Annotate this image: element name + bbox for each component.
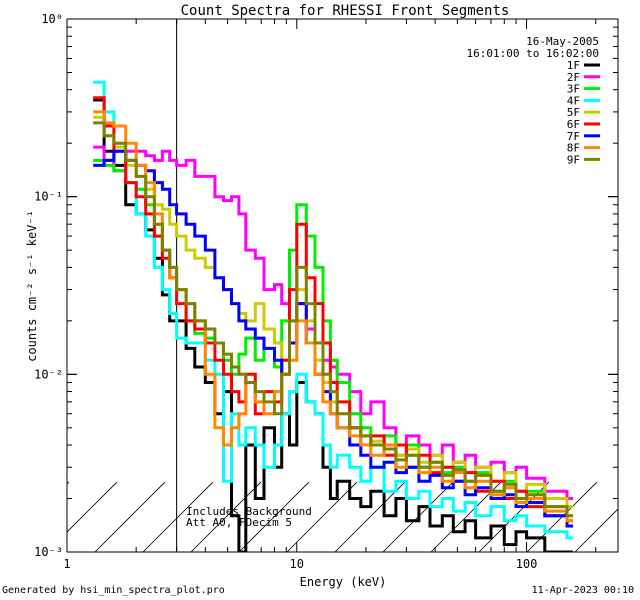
series-line-2F — [93, 145, 573, 500]
hatch-line — [0, 19, 292, 552]
hatch-line — [623, 19, 640, 552]
y-tick-label: 10⁻¹ — [34, 190, 63, 204]
date-label: 16-May-2005 — [526, 35, 599, 48]
legend-label-5F: 5F — [567, 106, 580, 119]
legend-label-6F: 6F — [567, 118, 580, 131]
annotation-attenuator: Att A0, FDecim 5 — [186, 516, 292, 529]
x-tick-label: 1 — [63, 557, 70, 571]
axis-ticks: 1 10 100 10⁰ 10⁻¹ 10⁻² 10⁻³ — [34, 12, 618, 571]
hatch-line — [0, 19, 100, 552]
legend-label-1F: 1F — [567, 59, 580, 72]
y-tick-label: 10⁻³ — [34, 545, 63, 559]
annotation-background: Includes Background — [186, 505, 312, 518]
x-axis-label: Energy (keV) — [300, 575, 387, 589]
x-tick-label: 100 — [516, 557, 538, 571]
series-line-1F — [93, 98, 573, 552]
series-line-7F — [93, 149, 573, 528]
y-tick-label: 10⁻² — [34, 367, 63, 381]
series-line-5F — [93, 115, 573, 509]
legend-label-2F: 2F — [567, 71, 580, 84]
legend-label-8F: 8F — [567, 142, 580, 155]
series-layer — [93, 80, 573, 552]
legend-label-7F: 7F — [567, 130, 580, 143]
legend-label-9F: 9F — [567, 153, 580, 166]
series-line-4F — [93, 80, 573, 540]
time-range-label: 16:01:00 to 16:02:00 — [467, 47, 599, 60]
y-axis-label: counts cm⁻² s⁻¹ keV⁻¹ — [25, 210, 39, 362]
plot-frame — [66, 18, 619, 553]
chart-title: Count Spectra for RHESSI Front Segments — [181, 3, 510, 19]
legend-label-4F: 4F — [567, 94, 580, 107]
hatch-line — [143, 19, 640, 552]
timestamp-label: 11-Apr-2023 00:10 — [531, 585, 634, 596]
y-tick-label: 10⁰ — [41, 12, 63, 26]
hatch-line — [0, 19, 484, 552]
series-line-8F — [93, 110, 573, 523]
series-line-6F — [93, 96, 573, 523]
hatch-line — [527, 19, 640, 552]
series-line-9F — [93, 121, 573, 518]
legend-label-3F: 3F — [567, 83, 580, 96]
hatch-line — [0, 19, 148, 552]
generated-by-label: Generated by hsi_min_spectra_plot.pro — [2, 585, 225, 596]
x-tick-label: 10 — [290, 557, 304, 571]
